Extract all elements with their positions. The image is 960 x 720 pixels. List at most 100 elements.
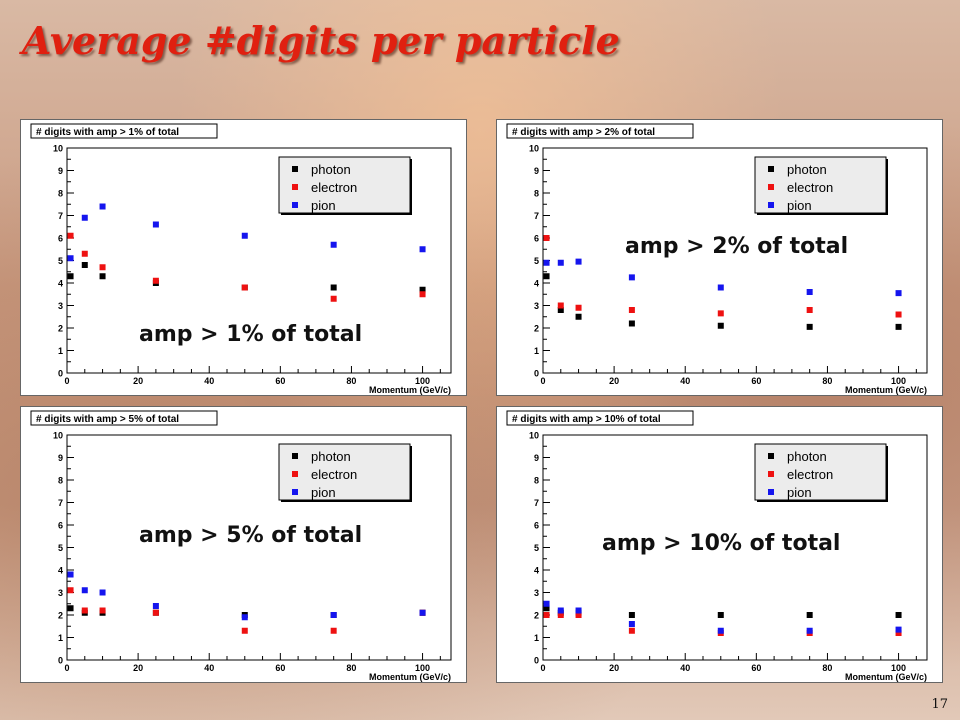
y-tick-label: 8 [534,476,539,486]
electron-point [330,295,337,302]
page-number: 17 [931,697,948,712]
y-tick-label: 2 [534,611,539,621]
x-tick-label: 40 [204,663,214,673]
x-tick-label: 60 [751,663,761,673]
x-tick-label: 20 [133,376,143,386]
x-tick-label: 0 [64,376,69,386]
photon-point [557,307,564,313]
x-tick-label: 60 [275,376,285,386]
chart-title: # digits with amp > 1% of total [36,127,179,138]
y-tick-label: 9 [534,453,539,463]
x-axis-label: Momentum (GeV/c) [369,672,451,682]
pion-point [99,203,106,210]
y-tick-label: 3 [58,588,63,598]
photon-point [717,612,724,618]
electron-point [99,264,106,271]
electron-point [717,310,724,317]
y-tick-label: 3 [534,301,539,311]
legend-label-pion: pion [311,485,336,500]
overlay-label-10pct: amp > 10% of total [602,531,841,556]
pion-point [241,614,248,621]
y-tick-label: 9 [534,166,539,176]
x-axis-label: Momentum (GeV/c) [845,672,927,682]
photon-point [628,320,635,327]
y-tick-label: 4 [534,279,539,289]
y-tick-label: 4 [534,566,539,576]
electron-point [806,307,813,313]
legend-label-electron: electron [787,467,833,482]
pion-point [806,627,813,634]
overlay-label-2pct: amp > 2% of total [625,234,849,259]
pion-point [575,607,582,614]
legend-marker-photon [292,166,298,172]
electron-point [67,587,74,594]
x-tick-label: 100 [891,663,906,673]
y-tick-label: 1 [534,633,539,643]
pion-point [717,627,724,634]
y-tick-label: 8 [58,476,63,486]
electron-point [895,630,902,636]
pion-point [330,612,337,618]
y-tick-label: 1 [58,633,63,643]
x-tick-label: 100 [415,663,430,673]
y-tick-label: 1 [58,346,63,356]
title-box [30,123,218,139]
y-tick-label: 3 [534,588,539,598]
scatter-chart-10pct: # digits with amp > 10% of total 0 1 2 3 4 5 6 7… [506,410,928,682]
legend-box [754,443,887,501]
photon-point [67,605,74,612]
x-tick-label: 20 [609,663,619,673]
legend-box [278,443,411,501]
plot-panel-2pct: # digits with amp > 2% of total 0 1 2 3 4 5 6 7 8… [496,119,943,396]
y-tick-label: 6 [534,234,539,244]
pion-point [152,603,159,609]
x-tick-label: 80 [346,663,356,673]
chart-title: # digits with amp > 5% of total [36,414,179,425]
pion-point [628,621,635,627]
photon-point [99,273,106,280]
pion-point [557,607,564,614]
photon-point [895,323,902,330]
x-tick-label: 20 [133,663,143,673]
x-axis-label: Momentum (GeV/c) [845,385,927,395]
photon-point [806,612,813,618]
x-tick-label: 100 [415,376,430,386]
electron-point [81,607,88,614]
legend-marker-pion [292,202,298,208]
x-tick-label: 80 [346,376,356,386]
electron-point [575,612,582,618]
pion-point [628,274,635,281]
pion-point [81,587,88,594]
pion-point [67,255,74,262]
pion-point [575,258,582,265]
y-tick-label: 0 [58,369,63,379]
y-tick-label: 4 [58,279,63,289]
y-tick-label: 2 [58,611,63,621]
x-tick-label: 0 [540,663,545,673]
electron-point [628,307,635,313]
electron-point [628,627,635,634]
photon-point [330,284,337,291]
photon-point [543,605,550,612]
y-tick-label: 0 [534,369,539,379]
y-tick-label: 3 [58,301,63,311]
plot-panel-1pct: # digits with amp > 1% of total 0 1 2 3 4 5 6 7 8… [20,119,467,396]
electron-point [575,304,582,311]
electron-point [330,627,337,634]
y-tick-label: 7 [58,211,63,221]
title-box [506,123,694,139]
pion-point [543,259,550,266]
legend-marker-photon [768,166,774,172]
legend-label-electron: electron [311,180,357,195]
overlay-label-5pct: amp > 5% of total [139,523,363,548]
y-tick-label: 5 [58,256,63,266]
legend-label-photon: photon [311,449,351,464]
chart-title: # digits with amp > 10% of total [512,414,661,425]
y-tick-label: 10 [529,431,539,441]
photon-point [628,612,635,618]
pion-point [895,626,902,633]
x-tick-label: 40 [680,376,690,386]
pion-point [419,246,426,253]
electron-point [557,302,564,309]
x-tick-label: 40 [680,663,690,673]
